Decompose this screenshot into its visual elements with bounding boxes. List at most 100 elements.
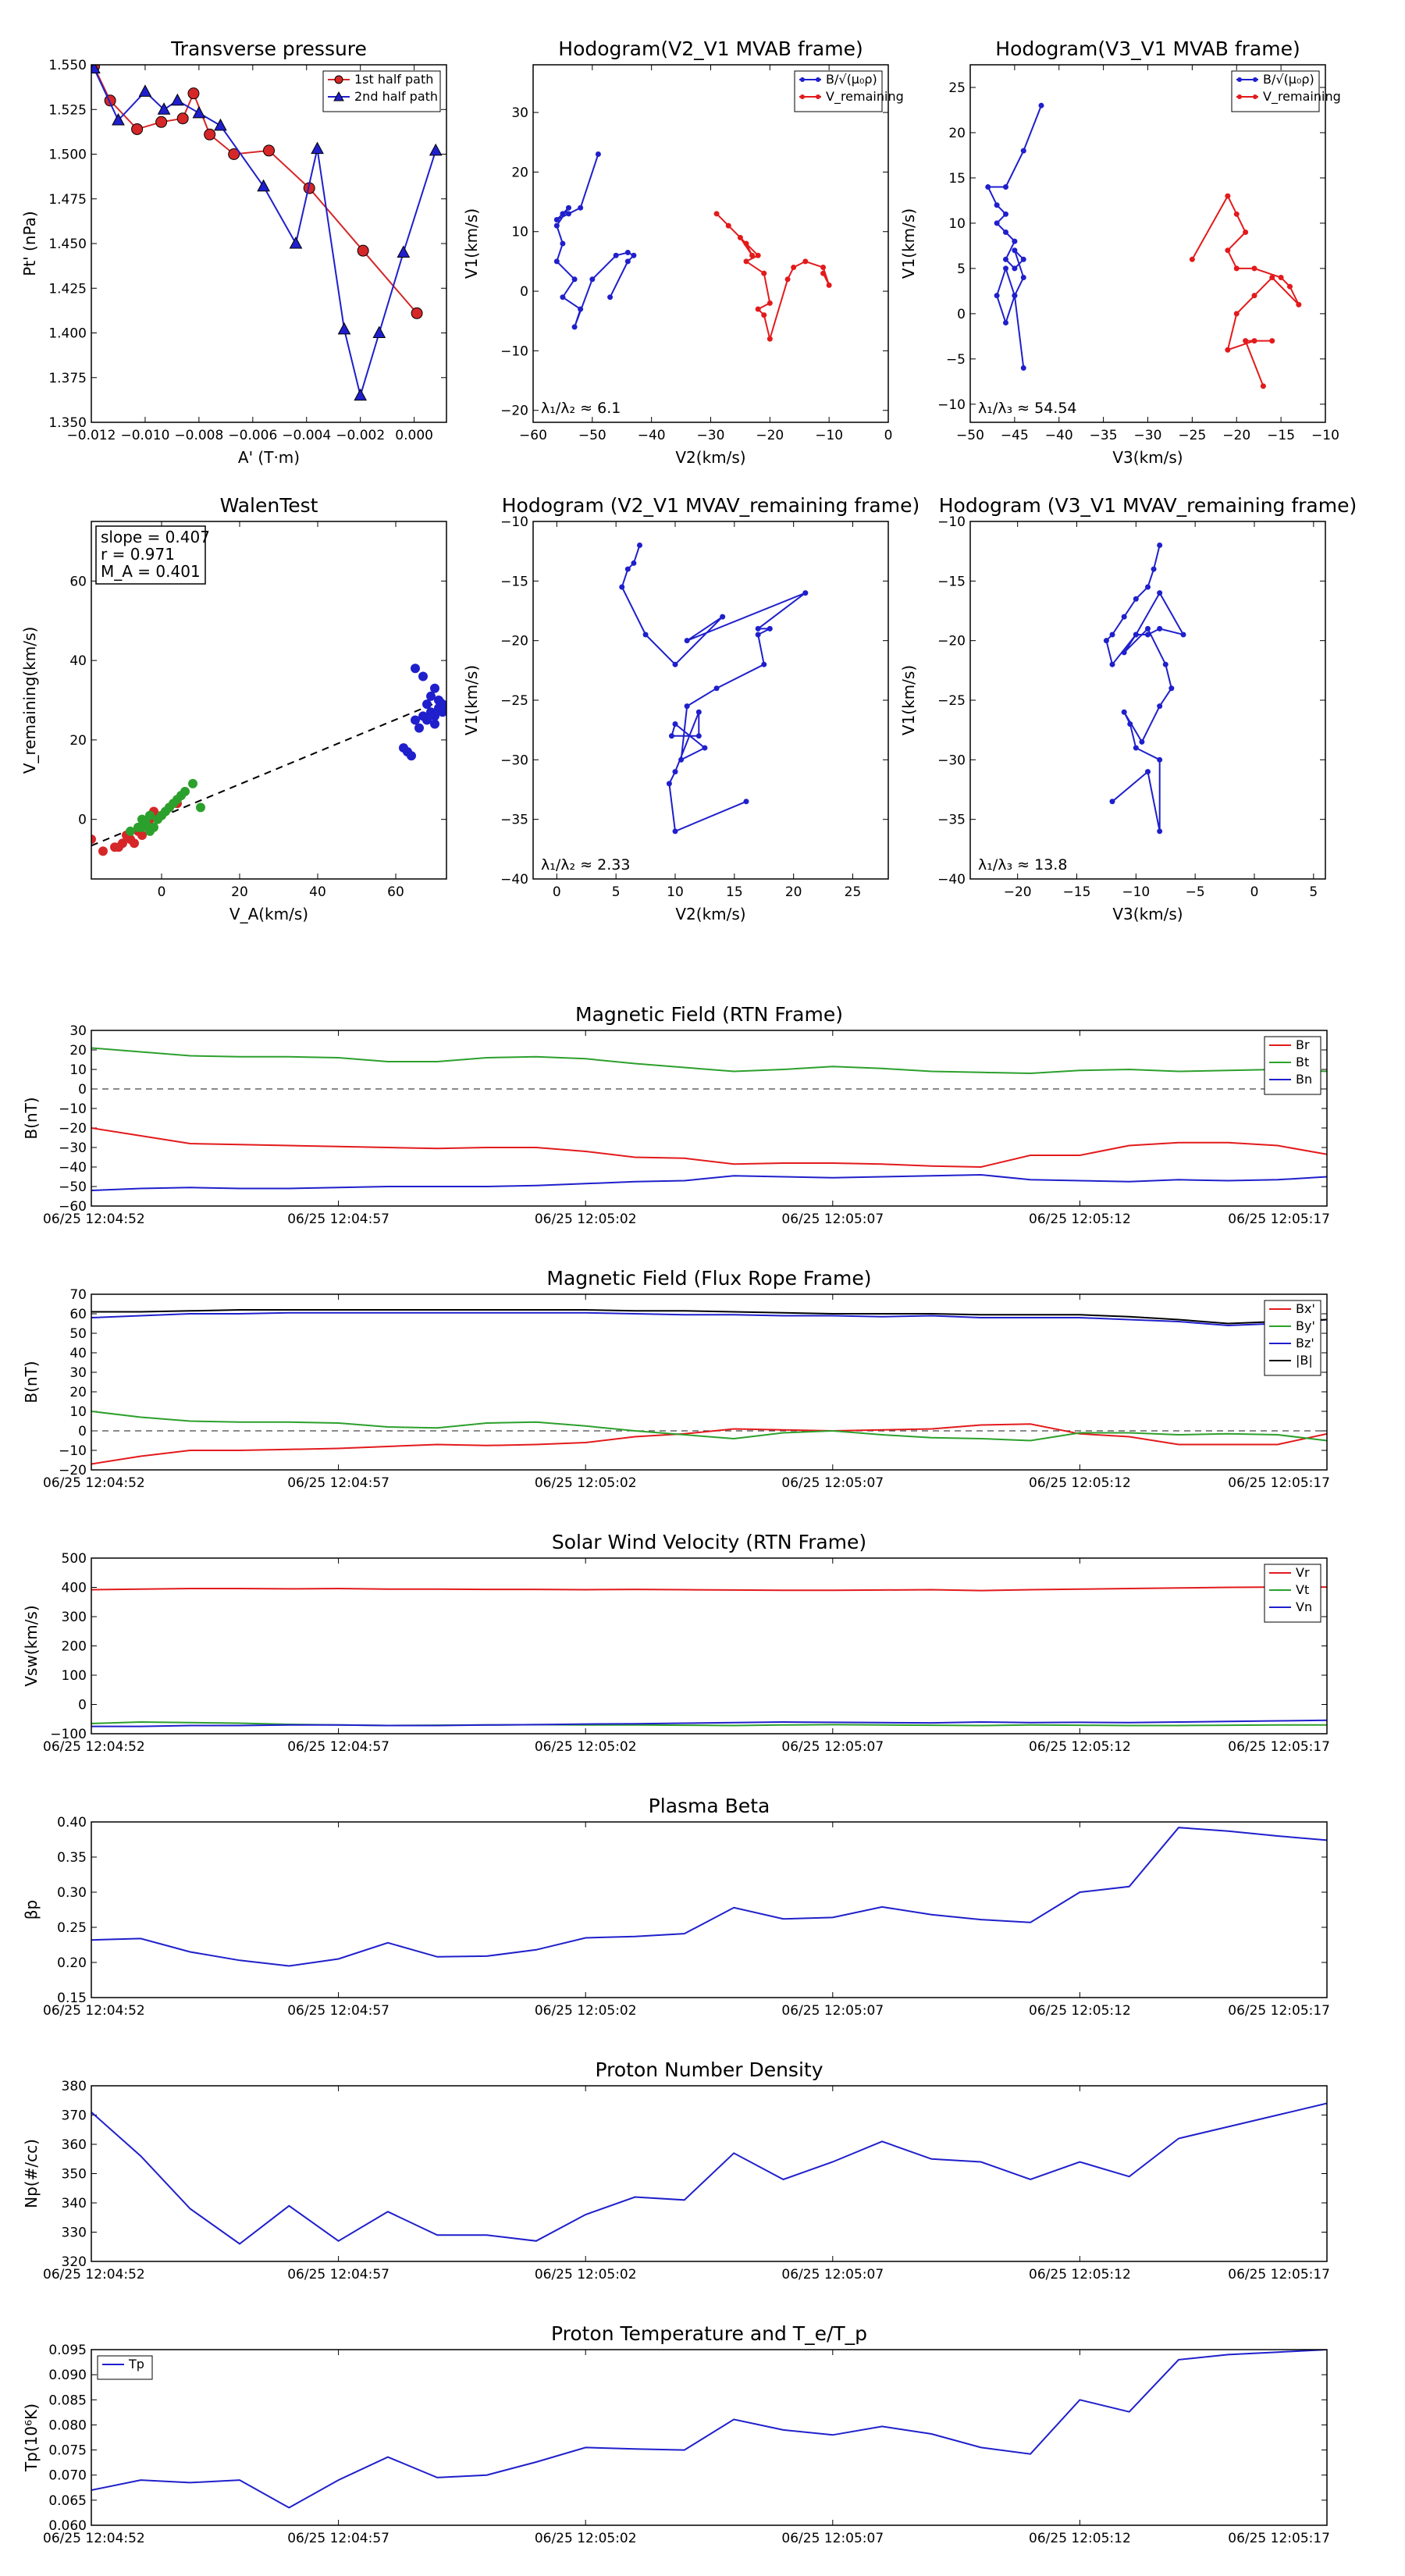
x-tick-label: −40	[638, 428, 666, 443]
y-tick-label: 60	[69, 574, 87, 589]
x-tick-label: 06/25 12:05:07	[781, 1739, 884, 1755]
marker-dot	[1020, 148, 1026, 154]
y-tick-label: 0.25	[57, 1920, 87, 1936]
scatter-point	[430, 683, 439, 693]
legend-marker	[800, 77, 805, 82]
marker-dot	[560, 211, 566, 217]
legend-marker	[1237, 77, 1242, 82]
y-tick-label: 370	[62, 2108, 87, 2124]
marker-dot	[985, 184, 991, 190]
marker-triangle	[289, 236, 303, 249]
panel-title: Magnetic Field (RTN Frame)	[575, 1003, 843, 1026]
x-tick-label: 06/25 12:05:07	[781, 2003, 884, 2019]
plot-area	[91, 1827, 1327, 1967]
series-line-Bx'	[91, 1423, 1327, 1465]
marker-dot	[695, 733, 702, 739]
marker-dot	[1162, 661, 1168, 667]
marker-dot	[1121, 649, 1127, 656]
panel-title: Solar Wind Velocity (RTN Frame)	[552, 1531, 866, 1553]
y-tick-label: 10	[511, 225, 528, 240]
y-tick-label: −10	[500, 343, 528, 359]
y-tick-label: 60	[69, 1307, 87, 1322]
marker-dot	[802, 258, 809, 265]
series-line-Bt	[91, 1047, 1327, 1075]
marker-dot	[1157, 590, 1163, 596]
marker-dot	[642, 632, 649, 638]
y-tick-label: 30	[511, 105, 528, 121]
marker-circle	[176, 112, 189, 125]
marker-dot	[672, 721, 678, 728]
marker-triangle	[192, 105, 206, 119]
marker-dot	[619, 584, 625, 590]
y-tick-label: 20	[69, 1385, 87, 1400]
scatter-point	[411, 715, 420, 725]
x-tick-label: −15	[1267, 428, 1295, 443]
x-tick-label: 06/25 12:04:57	[287, 2267, 389, 2282]
marker-dot	[666, 781, 672, 787]
legend-box	[1264, 1036, 1321, 1095]
marker-dot	[1133, 745, 1139, 751]
y-tick-label: 1.500	[48, 148, 87, 163]
marker-dot	[668, 733, 674, 739]
y-tick-label: −35	[937, 813, 966, 828]
y-tick-label: 0.070	[48, 2468, 87, 2484]
series-line-By'	[91, 1411, 1327, 1442]
marker-dot	[1012, 238, 1018, 244]
panel-hodogram_v3v1_mvav: Hodogram (V3_V1 MVAV_remaining frame) V1(…	[899, 494, 1357, 923]
marker-dot	[1003, 256, 1008, 262]
legend-box	[1231, 70, 1320, 112]
series-line-B/√(μ₀ρ)	[987, 105, 1042, 368]
axes-frame	[91, 1030, 1328, 1207]
marker-dot	[1157, 703, 1163, 710]
y-tick-label: −30	[937, 753, 966, 768]
x-tick-label: 06/25 12:04:52	[43, 1739, 145, 1755]
series-line-2nd half path	[93, 68, 437, 399]
marker-dot	[1003, 265, 1008, 272]
y-tick-label: 0.20	[57, 1955, 87, 1971]
y-tick-label: 0.095	[48, 2343, 87, 2358]
marker-dot	[1251, 265, 1257, 272]
marker-dot	[755, 252, 761, 258]
marker-dot	[560, 294, 566, 301]
marker-dot	[1133, 596, 1139, 602]
legend-label: 1st half path	[354, 72, 433, 87]
y-axis-label: V1(km/s)	[899, 665, 918, 735]
marker-dot	[678, 756, 685, 763]
y-tick-label: 20	[948, 126, 966, 141]
marker-dot	[1269, 338, 1275, 344]
x-tick-label: 06/25 12:04:52	[43, 2267, 145, 2282]
y-tick-label: 340	[62, 2196, 87, 2211]
legend-label: Tp	[128, 2357, 144, 2371]
axes-frame	[91, 1293, 1328, 1471]
x-tick-label: −5	[1186, 884, 1205, 900]
marker-dot	[684, 703, 690, 710]
panel-walen_test: WalenTest V_remaining(km/s) V_A(km/s) 0 20 40…	[20, 494, 447, 923]
marker-dot	[566, 211, 571, 217]
x-tick-label: 06/25 12:05:02	[535, 2267, 637, 2282]
x-tick-label: −15	[1063, 884, 1091, 900]
marker-dot	[767, 300, 773, 306]
legend-box	[1264, 1564, 1321, 1623]
panel-transverse_pressure: Transverse pressure Pt' (nPa) A' (T·m) 1.35…	[20, 37, 447, 467]
x-tick-label: −0.002	[336, 428, 385, 443]
marker-circle	[155, 116, 168, 128]
y-tick-label: 0.060	[48, 2518, 87, 2534]
y-tick-label: 70	[69, 1287, 87, 1303]
x-tick-label: 06/25 12:05:07	[781, 2267, 884, 2282]
marker-dot	[1157, 828, 1163, 834]
legend-marker	[816, 94, 820, 99]
axes-frame	[91, 2349, 1328, 2526]
scatter-point	[130, 838, 139, 849]
y-tick-label: 40	[69, 653, 87, 669]
y-tick-label: 0.080	[48, 2418, 87, 2433]
x-tick-label: 06/25 12:05:02	[535, 1212, 637, 1227]
marker-dot	[755, 632, 761, 638]
marker-circle	[411, 307, 423, 319]
axes-frame	[532, 521, 889, 880]
marker-dot	[1243, 338, 1249, 344]
marker-dot	[994, 220, 1000, 226]
y-tick-label: 0	[78, 1082, 87, 1098]
y-axis-label: Tp(10⁶K)	[22, 2403, 41, 2472]
marker-dot	[784, 276, 791, 283]
eigen-ratio-label: λ₁/λ₃ ≈ 54.54	[978, 400, 1077, 417]
